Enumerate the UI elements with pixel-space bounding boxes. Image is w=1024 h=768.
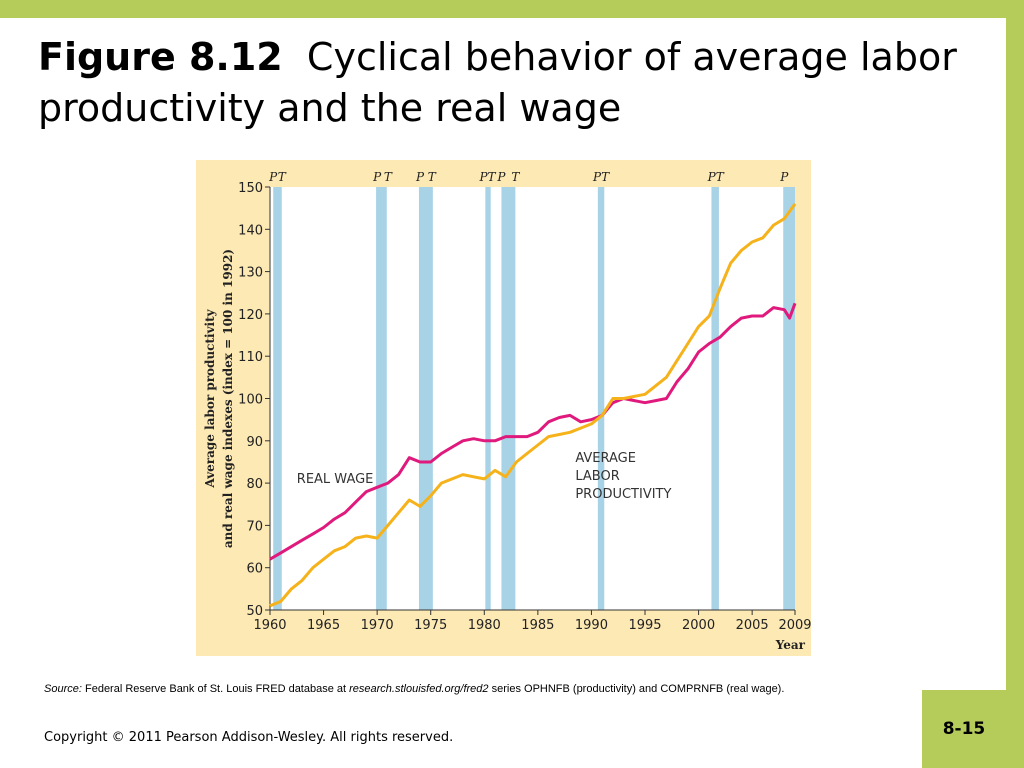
source-label: Source: bbox=[44, 683, 82, 695]
x-tick-label: 1985 bbox=[521, 618, 554, 633]
turning-point-label: T bbox=[384, 170, 393, 184]
plot-area bbox=[270, 187, 795, 610]
turning-point-label: PT bbox=[478, 170, 496, 184]
productivity-line bbox=[269, 203, 797, 608]
y-tick-label: 100 bbox=[238, 393, 263, 408]
x-tick-label: 1980 bbox=[468, 618, 501, 633]
page-number-box: 8-15 bbox=[922, 690, 1006, 768]
right-accent-bar bbox=[1006, 0, 1024, 768]
recession-band bbox=[376, 187, 387, 610]
y-tick-label: 70 bbox=[246, 519, 263, 534]
productivity-label: PRODUCTIVITY bbox=[575, 487, 671, 502]
source-note: Source: Federal Reserve Bank of St. Loui… bbox=[44, 682, 844, 696]
recession-band bbox=[783, 187, 795, 610]
chart-container: P T P T P T PT P T PT PT P 50 60 70 80 90 100 110 120 130 140… bbox=[196, 160, 812, 656]
y-axis-label-line2: and real wage indexes (index = 100 in 19… bbox=[221, 249, 235, 548]
productivity-label: AVERAGE bbox=[575, 451, 636, 466]
top-accent-bar bbox=[0, 0, 1024, 18]
figure-caption: Cyclical behavior of average labor produ… bbox=[38, 35, 957, 130]
page-number: 8-15 bbox=[942, 719, 986, 739]
turning-point-label: P bbox=[415, 170, 425, 184]
x-tick-label: 1975 bbox=[414, 618, 447, 633]
x-tick-label: 2000 bbox=[682, 618, 715, 633]
productivity-label: LABOR bbox=[575, 469, 619, 484]
x-axis-label: Year bbox=[775, 638, 806, 652]
turning-point-label: PT bbox=[592, 170, 610, 184]
x-tick-label: 1990 bbox=[575, 618, 608, 633]
y-axis-label-line1: Average labor productivity bbox=[203, 308, 217, 488]
turning-point-label: P bbox=[372, 170, 382, 184]
copyright-notice: Copyright © 2011 Pearson Addison-Wesley.… bbox=[44, 730, 454, 745]
y-tick-label: 130 bbox=[238, 266, 263, 281]
productivity-wage-chart: P T P T P T PT P T PT PT P5060708090100110120130140… bbox=[196, 160, 812, 656]
y-tick-label: 120 bbox=[238, 308, 263, 323]
slide-title: Figure 8.12 Cyclical behavior of average… bbox=[38, 32, 978, 134]
y-tick-label: 80 bbox=[246, 477, 263, 492]
turning-point-label: PT bbox=[707, 170, 725, 184]
recession-band bbox=[711, 187, 719, 610]
turning-point-label: T bbox=[511, 170, 520, 184]
turning-point-label: P bbox=[779, 170, 789, 184]
x-tick-label: 1970 bbox=[361, 618, 394, 633]
y-tick-label: 60 bbox=[246, 562, 263, 577]
recession-band bbox=[418, 187, 433, 610]
x-tick-label: 1960 bbox=[253, 618, 286, 633]
real-wage-label: REAL WAGE bbox=[297, 472, 374, 487]
x-tick-label: 2005 bbox=[736, 618, 769, 633]
y-tick-label: 140 bbox=[238, 223, 263, 238]
y-tick-label: 50 bbox=[246, 604, 263, 619]
turning-point-label: P bbox=[496, 170, 506, 184]
recession-band bbox=[485, 187, 491, 610]
recession-band bbox=[273, 187, 282, 610]
source-url: research.stlouisfed.org/fred2 bbox=[349, 683, 489, 695]
recession-band bbox=[501, 187, 516, 610]
recession-band bbox=[597, 187, 605, 610]
figure-number: Figure 8.12 bbox=[38, 35, 283, 79]
y-tick-label: 90 bbox=[246, 435, 263, 450]
y-tick-label: 110 bbox=[238, 350, 263, 365]
turning-point-label: T bbox=[278, 170, 287, 184]
x-tick-label: 1965 bbox=[307, 618, 340, 633]
turning-point-label: P bbox=[268, 170, 278, 184]
x-tick-label: 1995 bbox=[628, 618, 661, 633]
y-tick-label: 150 bbox=[238, 181, 263, 196]
source-text-2: series OPHNFB (productivity) and COMPRNF… bbox=[491, 683, 785, 695]
real-wage-line bbox=[269, 302, 797, 561]
x-tick-label: 2009 bbox=[778, 618, 811, 633]
source-text-1: Federal Reserve Bank of St. Louis FRED d… bbox=[84, 683, 347, 695]
turning-point-label: T bbox=[428, 170, 437, 184]
